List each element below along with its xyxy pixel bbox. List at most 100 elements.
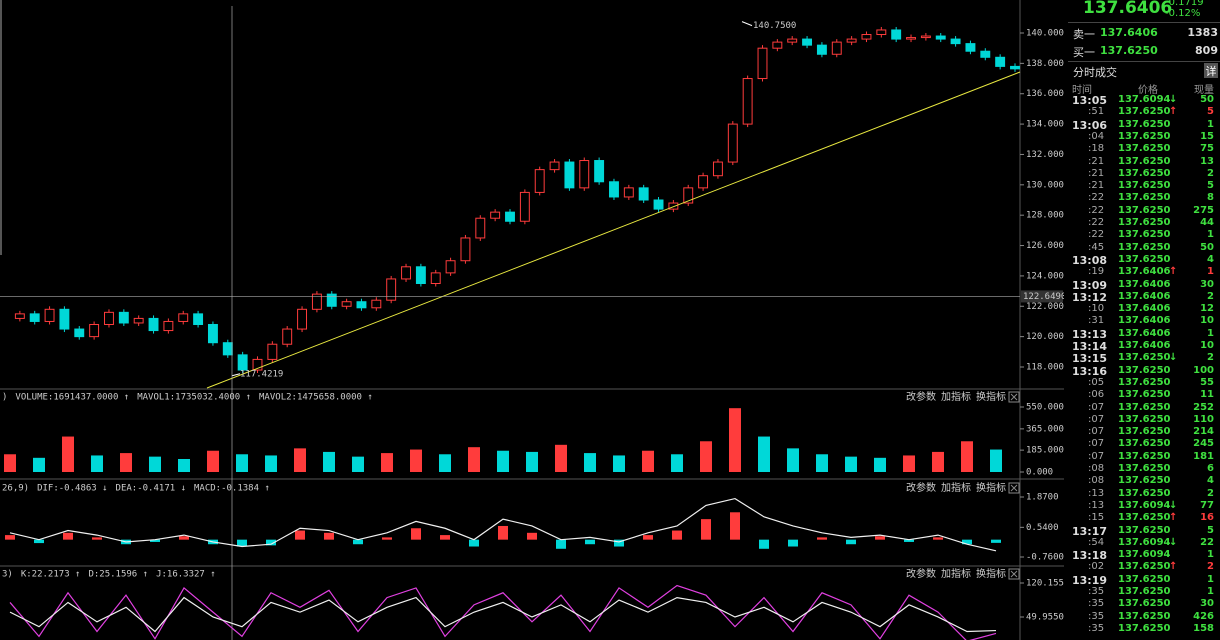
panel-button[interactable]: 换指标	[976, 567, 1006, 580]
volume-bar	[816, 454, 828, 472]
macd-bar	[643, 535, 653, 540]
candle	[861, 34, 872, 40]
trade-time: :35	[1088, 610, 1105, 622]
low-label: 117.4219	[240, 369, 283, 379]
trade-volume: 12	[1200, 303, 1214, 315]
trade-time: 13:14	[1072, 340, 1108, 353]
indicator-line	[9, 584, 997, 640]
trade-time: :35	[1088, 598, 1105, 610]
macd-bar	[585, 539, 595, 545]
indicator-value: J:16.3327 ↑	[156, 570, 216, 580]
trade-volume: 426	[1193, 610, 1214, 622]
indicator-value: DEA:-0.4171 ↓	[116, 484, 186, 494]
volume-bar	[120, 453, 132, 472]
trade-time: :35	[1088, 622, 1105, 634]
panel-button[interactable]: 加指标	[941, 481, 971, 494]
trade-time: :07	[1088, 426, 1105, 438]
panel-button[interactable]: 加指标	[941, 390, 971, 403]
trade-row: :13 137.6094 ↓ 77	[1068, 500, 1220, 512]
trade-arrow: ↓	[1169, 94, 1178, 105]
crosshair-label: 122.6490	[1023, 292, 1064, 302]
trade-row: :54 137.6094 ↓ 22	[1068, 537, 1220, 549]
trade-price: 137.6250	[1118, 622, 1171, 634]
detail-button[interactable]: 详	[1204, 63, 1218, 78]
close-button[interactable]	[1008, 568, 1020, 580]
candle	[638, 187, 649, 201]
trade-price: 137.6094	[1118, 94, 1171, 105]
trade-price: 137.6250	[1118, 204, 1171, 216]
candle	[594, 160, 605, 183]
trade-time: 13:05	[1072, 94, 1108, 107]
trade-price: 137.6406	[1118, 266, 1171, 278]
volume-bar	[874, 457, 886, 472]
trade-volume: 50	[1200, 94, 1214, 105]
trade-time: 13:16	[1072, 364, 1108, 378]
indicator-line	[9, 497, 997, 552]
panel-button[interactable]: 换指标	[976, 481, 1006, 494]
trade-price: 137.6250	[1118, 192, 1171, 204]
scrollbar	[0, 0, 2, 255]
trade-volume: 214	[1193, 426, 1214, 438]
volume-bar	[990, 449, 1002, 472]
trade-volume: 275	[1193, 204, 1214, 216]
trade-volume: 1	[1207, 327, 1214, 339]
panel-button[interactable]: 改参数	[906, 390, 936, 403]
trade-price: 137.6250	[1118, 389, 1171, 401]
trade-row: 13:06 137.6250 1	[1068, 119, 1220, 132]
trade-time: :51	[1088, 106, 1105, 118]
change-pct: -0.12%	[1165, 8, 1201, 19]
col-price: 价格	[1138, 85, 1158, 96]
panel-button[interactable]: 换指标	[976, 390, 1006, 403]
macd-bar	[324, 532, 334, 540]
candle	[579, 160, 590, 189]
buy-label: 买一	[1073, 46, 1095, 59]
macd-bar	[556, 539, 566, 549]
trade-row: :19 137.6406 ↑ 1	[1068, 266, 1220, 278]
trade-time: :45	[1088, 241, 1105, 253]
candle	[252, 358, 263, 371]
trade-row: :22 137.6250 275	[1068, 205, 1220, 217]
trade-time: :21	[1088, 180, 1105, 192]
close-icon	[1010, 570, 1018, 578]
macd-bar	[92, 537, 102, 540]
trade-arrow: ↑	[1169, 561, 1178, 573]
trade-row: :07 137.6250 245	[1068, 438, 1220, 450]
candle	[742, 78, 753, 125]
trade-price: 137.6250	[1118, 413, 1171, 425]
indicator-value: 3)	[2, 570, 13, 580]
trade-arrow: ↓	[1169, 352, 1178, 364]
trade-time: 13:08	[1072, 253, 1108, 267]
macd-bar	[266, 539, 276, 546]
trade-row: :13 137.6250 2	[1068, 488, 1220, 500]
panel-button[interactable]: 改参数	[906, 567, 936, 580]
close-button[interactable]	[1008, 482, 1020, 494]
trade-volume: 1	[1207, 586, 1214, 597]
trade-time: :08	[1088, 475, 1105, 487]
volume-bar	[178, 459, 190, 472]
panel-button[interactable]: 加指标	[941, 567, 971, 580]
trade-volume: 4	[1207, 475, 1214, 487]
indicator-value: VOLUME:1691437.0000 ↑	[15, 393, 129, 403]
trade-price: 137.6250	[1118, 450, 1171, 462]
trade-row: :22 137.6250 8	[1068, 192, 1220, 204]
trade-price: 137.6406	[1118, 278, 1171, 290]
y-tick-label: 118.0000	[1026, 362, 1064, 372]
trade-row: :35 137.6250 1	[1068, 586, 1220, 598]
candle	[995, 56, 1006, 67]
close-button[interactable]	[1008, 391, 1020, 403]
macd-bar	[469, 539, 479, 547]
trade-price: 137.6250	[1118, 573, 1171, 585]
volume-bar	[642, 450, 654, 472]
y-tick-label: 120.1556	[1026, 579, 1064, 589]
candle	[193, 313, 204, 325]
indicator-value: )	[2, 393, 7, 403]
trade-price: 137.6250	[1118, 106, 1171, 118]
panel-button[interactable]: 改参数	[906, 481, 936, 494]
trade-volume: 252	[1193, 401, 1214, 413]
candle	[297, 308, 308, 330]
trade-row: :18 137.6250 75	[1068, 143, 1220, 155]
macd-bar	[237, 539, 247, 547]
macd-bar	[730, 512, 740, 540]
candle	[490, 211, 501, 219]
candle	[935, 35, 946, 40]
